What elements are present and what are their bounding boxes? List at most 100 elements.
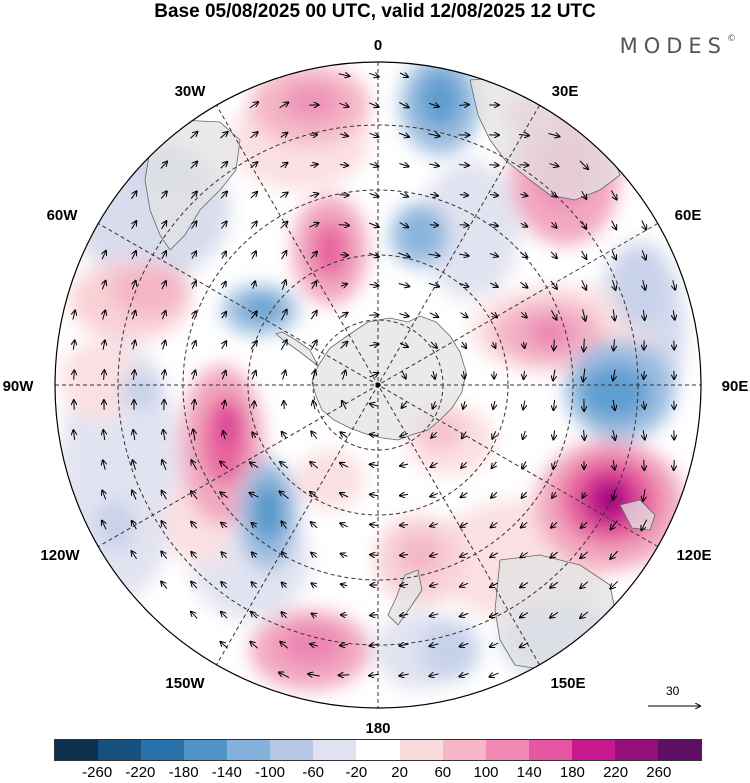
colorbar-swatch	[528, 740, 572, 760]
wind-vector	[220, 132, 227, 139]
wind-vector	[191, 582, 198, 589]
wind-vector	[550, 310, 556, 319]
wind-vector	[370, 464, 379, 465]
wind-vector	[522, 461, 526, 469]
wind-vector	[162, 311, 165, 320]
wind-vector	[491, 491, 498, 498]
wind-vector	[554, 339, 555, 351]
wind-vector	[430, 554, 439, 556]
wind-vector	[102, 491, 105, 500]
wind-vector	[582, 220, 587, 229]
wind-vector	[282, 582, 287, 587]
wind-vector	[430, 584, 439, 586]
wind-vector	[310, 644, 318, 646]
wind-vector	[310, 164, 317, 166]
wind-vector	[161, 521, 168, 530]
wind-vector	[490, 673, 499, 677]
wind-vector	[581, 190, 587, 199]
wind-vector	[282, 280, 285, 290]
reference-vector-label: 30	[666, 684, 680, 698]
wind-vector	[339, 103, 348, 106]
colorbar-tick-label: 20	[391, 764, 408, 781]
wind-vector	[520, 612, 529, 618]
wind-vector	[252, 582, 257, 589]
wind-vector	[642, 220, 646, 229]
map-boundary	[54, 61, 702, 709]
wind-vector	[192, 341, 195, 350]
wind-vector	[522, 491, 527, 498]
wind-vector	[493, 400, 495, 409]
anomaly-blob	[120, 370, 160, 410]
wind-vector	[104, 370, 105, 380]
wind-vector	[340, 342, 348, 349]
wind-vector	[250, 311, 257, 319]
wind-vector	[581, 521, 588, 528]
wind-vector	[221, 582, 228, 589]
colorbar-tick-label: 220	[603, 764, 629, 781]
wind-vector	[221, 523, 228, 528]
south-pole-marker	[375, 382, 381, 388]
colorbar-tick-label: 180	[559, 764, 585, 781]
anomaly-blob	[615, 250, 665, 330]
wind-vector	[282, 432, 287, 439]
wind-vector	[223, 401, 225, 410]
wind-vector	[132, 251, 136, 260]
anomaly-blob	[418, 72, 462, 128]
wind-vector	[490, 553, 499, 557]
wind-vector	[338, 74, 350, 76]
wind-vector	[311, 432, 318, 439]
wind-vector	[518, 135, 529, 136]
wind-vector	[369, 373, 379, 377]
lon-label-30w: 30W	[175, 83, 207, 100]
wind-vector	[162, 251, 166, 260]
wind-vector	[611, 220, 617, 230]
wind-vector	[430, 341, 437, 348]
wind-vector	[160, 191, 167, 200]
wind-vector	[523, 430, 526, 439]
wind-vector	[279, 102, 289, 109]
colorbar-swatch	[399, 740, 443, 760]
wind-vector	[642, 250, 646, 259]
wind-vector	[489, 254, 498, 257]
wind-vector	[399, 102, 408, 108]
wind-vector	[308, 674, 320, 676]
wind-vector	[310, 492, 319, 499]
anomaly-blob	[280, 625, 344, 665]
wind-vector	[313, 401, 315, 410]
wind-vector	[399, 674, 409, 676]
anomaly-blob	[580, 364, 650, 420]
wind-vector	[280, 642, 289, 649]
wind-vector	[369, 133, 379, 137]
colorbar-swatch	[485, 740, 529, 760]
wind-vector	[220, 192, 227, 199]
wind-vector	[340, 644, 349, 645]
lon-label-120e: 120E	[676, 547, 711, 564]
wind-vector	[310, 252, 317, 259]
lon-label-90e: 90E	[722, 378, 749, 395]
wind-vector	[433, 401, 436, 408]
wind-vector	[463, 401, 465, 409]
wind-vector	[489, 165, 498, 166]
wind-vector	[311, 553, 318, 558]
wind-vector	[282, 552, 286, 559]
wind-vector	[524, 370, 525, 379]
wind-vector	[429, 103, 439, 106]
wind-vector	[309, 194, 319, 197]
wind-vector	[429, 164, 439, 166]
wind-vector	[250, 341, 257, 350]
anomaly-blob	[398, 535, 442, 575]
wind-vector	[370, 434, 379, 436]
wind-vector	[192, 311, 196, 319]
wind-vector	[221, 612, 228, 619]
wind-vector	[340, 523, 349, 527]
antarctica	[311, 315, 467, 441]
copyright-mark: ©	[727, 34, 736, 44]
colorbar-tick-label: -100	[254, 764, 286, 781]
wind-vector	[613, 429, 615, 440]
wind-vector	[459, 165, 469, 166]
wind-vector	[281, 612, 287, 619]
wind-vector	[521, 522, 528, 527]
wind-vector	[369, 284, 379, 285]
wind-vector	[369, 73, 378, 76]
